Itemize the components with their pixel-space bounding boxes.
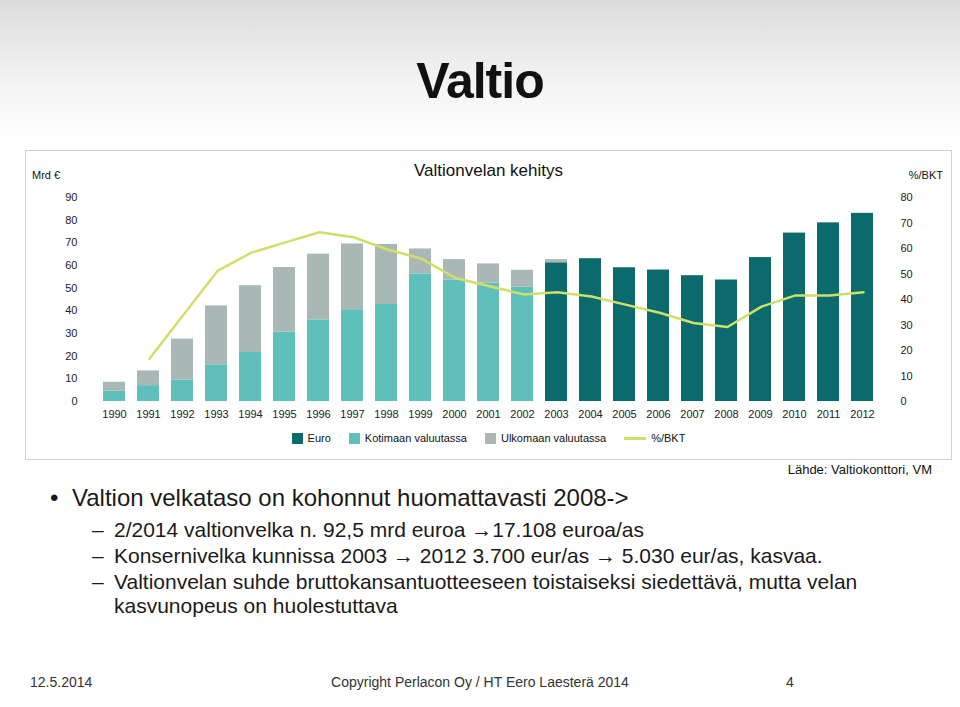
html-text:Konsernivelka kunnissa 2003 →: Konsernivelka kunnissa 2003 → 2012 3.700… (114, 544, 823, 568)
html-text:Kotimaan valuutassa: Kotimaan valuutassa (364, 432, 467, 444)
svg-text:80: 80 (901, 191, 913, 203)
svg-text:50: 50 (901, 268, 913, 280)
svg-text:1997: 1997 (340, 408, 364, 420)
svg-text:2004: 2004 (578, 408, 602, 420)
svg-text:2003: 2003 (544, 408, 568, 420)
svg-text:1990: 1990 (102, 408, 126, 420)
svg-text:2008: 2008 (714, 408, 738, 420)
svg-text:80: 80 (65, 214, 77, 226)
svg-text:10: 10 (901, 370, 913, 382)
svg-text:1998: 1998 (374, 408, 398, 420)
svg-text:0: 0 (901, 395, 907, 407)
svg-text:2001: 2001 (476, 408, 500, 420)
svg-text:1994: 1994 (238, 408, 262, 420)
svg-text:1996: 1996 (306, 408, 330, 420)
svg-text:20: 20 (901, 344, 913, 356)
svg-text:30: 30 (65, 327, 77, 339)
svg-text:2000: 2000 (442, 408, 466, 420)
html-text:Valtio: Valtio (416, 53, 544, 109)
svg-text:2006: 2006 (646, 408, 670, 420)
svg-text:2011: 2011 (817, 408, 841, 420)
html-text:%/BKT: %/BKT (908, 169, 943, 181)
svg-text:40: 40 (901, 293, 913, 305)
svg-text:90: 90 (65, 191, 77, 203)
svg-text:50: 50 (65, 282, 77, 294)
svg-text:40: 40 (65, 304, 77, 316)
svg-text:30: 30 (901, 319, 913, 331)
svg-text:60: 60 (901, 242, 913, 254)
svg-text:2010: 2010 (782, 408, 806, 420)
html-text:Valtion velkataso on kohonnut: Valtion velkataso on kohonnut huomattava… (72, 484, 629, 511)
html-text:%/BKT: %/BKT (651, 432, 686, 444)
svg-text:20: 20 (65, 350, 77, 362)
svg-text:2009: 2009 (748, 408, 772, 420)
html-text:2/2014 valtionvelka n. 92,5 mr: 2/2014 valtionvelka n. 92,5 mrd euroa →1… (114, 518, 644, 541)
svg-text:60: 60 (65, 259, 77, 271)
html-text:Euro: Euro (307, 432, 331, 444)
svg-text:2007: 2007 (680, 408, 704, 420)
html-text:Ulkomaan valuutassa: Ulkomaan valuutassa (501, 432, 607, 444)
html-text:Lähde: Valtiokonttori, VM: Lähde: Valtiokonttori, VM (787, 462, 932, 477)
svg-text:2005: 2005 (612, 408, 636, 420)
svg-text:2002: 2002 (510, 408, 534, 420)
svg-text:10: 10 (65, 372, 77, 384)
svg-text:1993: 1993 (204, 408, 228, 420)
html-text:Valtionvelan kehitys: Valtionvelan kehitys (414, 161, 563, 180)
svg-text:1991: 1991 (136, 408, 160, 420)
html-text:Mrd €: Mrd € (32, 169, 61, 181)
svg-text:70: 70 (901, 217, 913, 229)
html-text:Valtionvelan suhde bruttokansa: Valtionvelan suhde bruttokansantuotteese… (114, 570, 858, 618)
svg-text:1995: 1995 (272, 408, 296, 420)
svg-text:2012: 2012 (850, 408, 874, 420)
html-text:4: 4 (786, 674, 794, 690)
svg-text:1999: 1999 (408, 408, 432, 420)
html-text:12.5.2014: 12.5.2014 (30, 674, 93, 690)
svg-text:0: 0 (71, 395, 77, 407)
svg-text:1992: 1992 (170, 408, 194, 420)
svg-text:70: 70 (65, 236, 77, 248)
html-text:Copyright Perlacon Oy / HT Eer: Copyright Perlacon Oy / HT Eero Laesterä… (331, 674, 629, 690)
